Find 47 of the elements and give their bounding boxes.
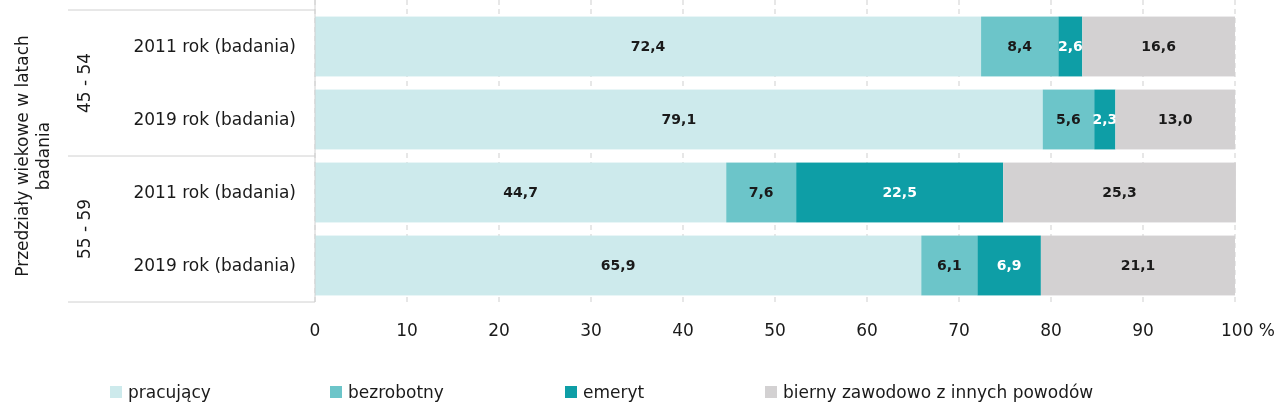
y-axis-title: Przedziały wiekowe w latach badania [12, 35, 53, 277]
data-label: 22,5 [882, 184, 917, 201]
text: 55 - 59 [74, 198, 94, 260]
x-tick-label: 20 [488, 320, 510, 340]
bar [796, 162, 1004, 223]
legend-label: bezrobotny [348, 381, 444, 402]
bar [981, 16, 1059, 77]
y-tick-label: 2011 rok (badania) [133, 36, 296, 57]
x-tick-label: 30 [580, 320, 602, 340]
y-tick-label: 2011 rok (badania) [133, 182, 296, 203]
x-tick-label: 100 % [1221, 320, 1276, 340]
data-label: 44,7 [503, 184, 538, 201]
data-label: 2,6 [1057, 38, 1083, 55]
x-tick-label: 80 [1040, 320, 1062, 340]
x-tick-label: 50 [764, 320, 786, 340]
y-tick-label: 2019 rok (badania) [133, 255, 296, 276]
data-label: 16,6 [1141, 38, 1176, 55]
data-label: 65,9 [600, 257, 636, 274]
data-label: 13,0 [1157, 111, 1193, 128]
bar [315, 235, 922, 296]
data-label: 8,4 [1007, 38, 1033, 55]
x-tick-label: 0 [309, 320, 321, 340]
bar [726, 162, 797, 223]
bar [921, 235, 978, 296]
bar [1042, 89, 1095, 150]
bar [315, 162, 727, 223]
data-label: 72,4 [630, 38, 666, 55]
data-label: 25,3 [1102, 184, 1137, 201]
bar [315, 89, 1043, 150]
data-label: 79,1 [661, 111, 697, 128]
legend-label: emeryt [583, 381, 645, 402]
bar [315, 16, 982, 77]
x-tick-label: 10 [396, 320, 418, 340]
data-label: 21,1 [1120, 257, 1156, 274]
y-tick-label: 2019 rok (badania) [133, 109, 296, 130]
data-label: 6,9 [996, 257, 1022, 274]
bar [977, 235, 1041, 296]
legend-label: pracujący [128, 381, 211, 402]
data-label: 7,6 [748, 184, 774, 201]
x-tick-label: 40 [672, 320, 694, 340]
x-tick-label: 90 [1132, 320, 1154, 340]
data-label: 5,6 [1056, 111, 1081, 128]
data-label: 6,1 [936, 257, 962, 274]
x-tick-label: 70 [948, 320, 970, 340]
text: 45 - 54 [74, 52, 94, 114]
x-tick-label: 60 [856, 320, 878, 340]
legend-label: bierny zawodowo z innych powodów [783, 381, 1094, 402]
